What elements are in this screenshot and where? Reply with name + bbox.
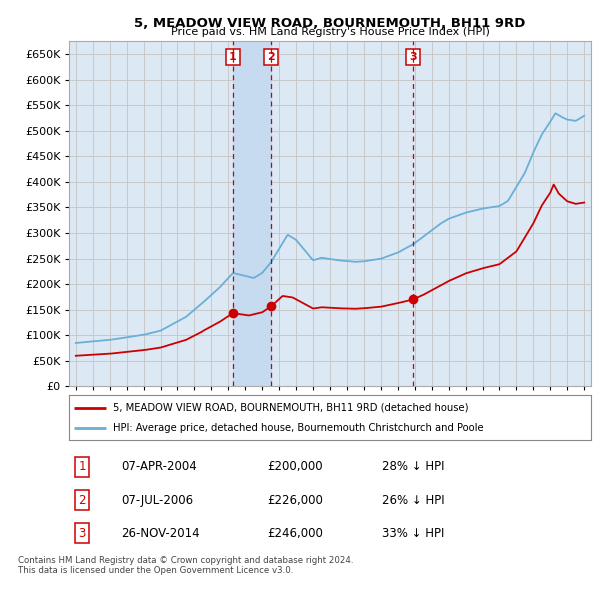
Text: HPI: Average price, detached house, Bournemouth Christchurch and Poole: HPI: Average price, detached house, Bour…	[113, 424, 484, 434]
Text: 1: 1	[229, 52, 237, 62]
Bar	[233, 41, 271, 386]
Text: £200,000: £200,000	[268, 460, 323, 474]
Text: 33% ↓ HPI: 33% ↓ HPI	[382, 526, 445, 540]
Text: £246,000: £246,000	[268, 526, 323, 540]
Text: 5, MEADOW VIEW ROAD, BOURNEMOUTH, BH11 9RD (detached house): 5, MEADOW VIEW ROAD, BOURNEMOUTH, BH11 9…	[113, 403, 469, 412]
Text: Contains HM Land Registry data © Crown copyright and database right 2024.: Contains HM Land Registry data © Crown c…	[18, 556, 353, 565]
Text: 07-JUL-2006: 07-JUL-2006	[121, 493, 193, 507]
Text: 28% ↓ HPI: 28% ↓ HPI	[382, 460, 445, 474]
Text: 2: 2	[78, 493, 86, 507]
Text: Price paid vs. HM Land Registry's House Price Index (HPI): Price paid vs. HM Land Registry's House …	[170, 27, 490, 37]
Text: 26-NOV-2014: 26-NOV-2014	[121, 526, 200, 540]
Text: 3: 3	[79, 526, 86, 540]
Text: £226,000: £226,000	[268, 493, 323, 507]
Text: 3: 3	[409, 52, 417, 62]
Text: 5, MEADOW VIEW ROAD, BOURNEMOUTH, BH11 9RD: 5, MEADOW VIEW ROAD, BOURNEMOUTH, BH11 9…	[134, 17, 526, 30]
Text: 26% ↓ HPI: 26% ↓ HPI	[382, 493, 445, 507]
Text: This data is licensed under the Open Government Licence v3.0.: This data is licensed under the Open Gov…	[18, 566, 293, 575]
Text: 1: 1	[78, 460, 86, 474]
Text: 07-APR-2004: 07-APR-2004	[121, 460, 197, 474]
Text: 2: 2	[267, 52, 275, 62]
